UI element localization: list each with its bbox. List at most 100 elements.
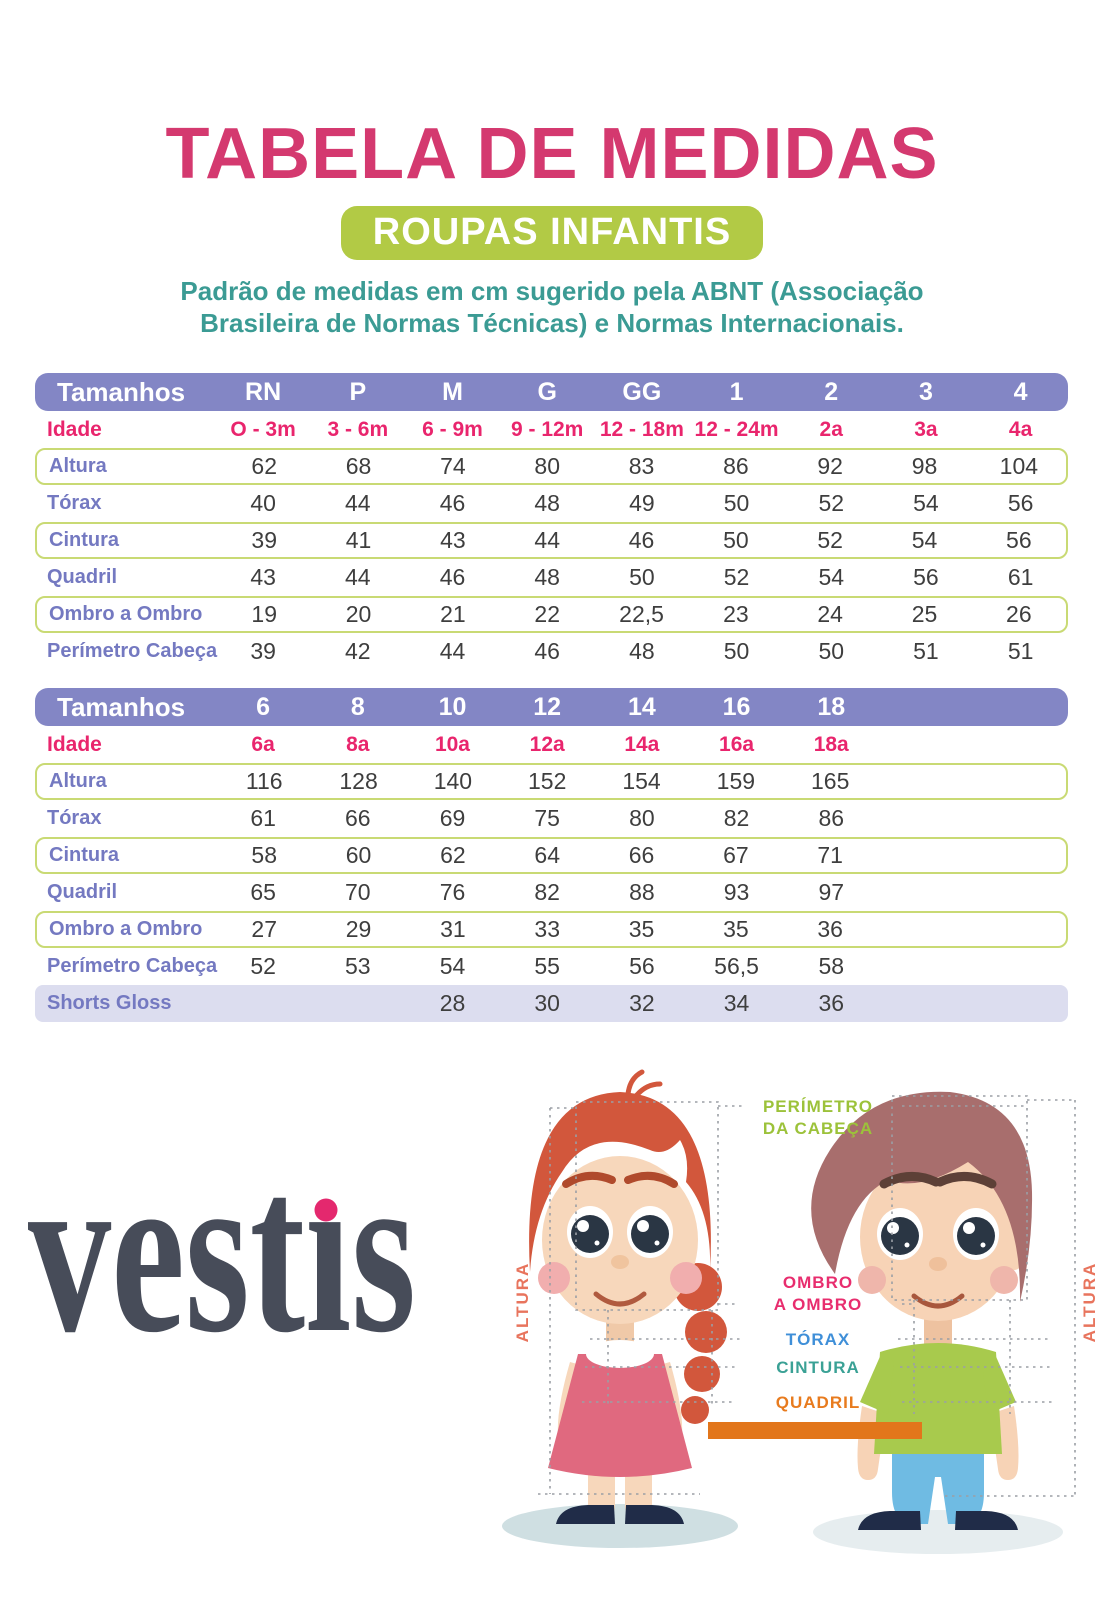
cell: 97	[818, 879, 845, 905]
cell: 54	[439, 953, 466, 979]
cell: 86	[818, 805, 845, 831]
cell: 116	[245, 768, 283, 794]
cell: 50	[723, 638, 750, 664]
measurement-guides	[538, 1095, 1076, 1497]
cell: 58	[251, 842, 278, 868]
cell: 93	[723, 879, 750, 905]
cell: 21	[440, 601, 466, 627]
cell: 56	[1007, 490, 1034, 516]
table-row: Cintura 58 60 62 64 66 67 71	[35, 837, 1068, 874]
cell: 27	[251, 916, 278, 942]
cell: 31	[440, 916, 466, 942]
size-column-header: 1	[729, 377, 744, 406]
table-row: Tórax 61 66 69 75 80 82 86	[35, 800, 1068, 837]
cell: 76	[439, 879, 466, 905]
cell: 66	[628, 842, 655, 868]
cell: 25	[911, 601, 938, 627]
age-cell: 3 - 6m	[327, 417, 389, 441]
cell: 46	[439, 564, 466, 590]
size-column-header: 12	[533, 692, 562, 721]
table-header-label: Tamanhos	[57, 691, 186, 722]
logo-text: vestıs	[28, 1180, 416, 1350]
cell: 50	[818, 638, 845, 664]
row-label: Tórax	[47, 807, 102, 829]
size-table-2: Tamanhos 6 8 10 12 14 16 18 Idade 6a 8a 10a 12a 14a 16…	[35, 688, 1068, 1022]
age-cell: 14a	[624, 732, 660, 756]
cell: 51	[1007, 638, 1034, 664]
cell: 46	[534, 638, 560, 664]
size-column-header: 2	[824, 377, 839, 406]
cell: 48	[534, 564, 560, 590]
table-header-label: Tamanhos	[57, 376, 186, 407]
cell: 43	[250, 564, 276, 590]
cell: 54	[913, 490, 939, 516]
cell: 67	[723, 842, 749, 868]
vestis-logo: vestıs	[28, 1180, 416, 1350]
row-label: Cintura	[49, 844, 119, 866]
age-cell: 12a	[529, 732, 565, 756]
cell: 51	[913, 638, 939, 664]
table-row: Perímetro Cabeça 39 42 44 46 48 50 50 51 51	[35, 633, 1068, 670]
subtitle-line-2: Brasileira de Normas Técnicas) e Normas …	[200, 307, 904, 338]
boy-eyes	[877, 1208, 999, 1260]
cell: 154	[622, 768, 661, 794]
table-row: Shorts Gloss 28 30 32 34 36	[35, 985, 1068, 1022]
cell: 48	[629, 638, 655, 664]
cell: 44	[345, 490, 371, 516]
cell: 36	[817, 916, 843, 942]
row-label: Ombro a Ombro	[49, 918, 203, 940]
cell: 92	[817, 453, 843, 479]
row-label: Cintura	[49, 529, 119, 551]
page-title: TABELA DE MEDIDAS	[165, 114, 939, 194]
table-row: Cintura 39 41 43 44 46 50 52 54 56	[35, 522, 1068, 559]
cell: 83	[628, 453, 655, 479]
cell: 30	[534, 990, 560, 1016]
cell: 44	[534, 527, 560, 553]
cell: 104	[999, 453, 1039, 479]
cell: 33	[534, 916, 560, 942]
cell: 46	[439, 490, 466, 516]
cell: 53	[345, 953, 371, 979]
age-cell: 16a	[719, 732, 755, 756]
size-column-header: 16	[722, 692, 751, 721]
boy-figure	[811, 1091, 1063, 1554]
cell: 20	[345, 601, 372, 627]
cell: 39	[250, 638, 276, 664]
label-ombro-a-ombro-line1: OMBRO	[783, 1273, 853, 1292]
table-row: Quadril 65 70 76 82 88 93 97	[35, 874, 1068, 911]
cell: 19	[251, 601, 278, 627]
age-cell: 10a	[434, 732, 470, 756]
subtitle-line-1: Padrão de medidas em cm sugerido pela AB…	[180, 276, 924, 306]
table-header-row: Tamanhos RN P M G GG 1 2 3 4	[35, 373, 1068, 411]
category-badge: ROUPAS INFANTIS	[340, 206, 764, 260]
cell: 49	[629, 490, 655, 516]
cell: 42	[345, 638, 371, 664]
cell: 50	[723, 490, 750, 516]
girl-eyes	[567, 1206, 673, 1258]
cell: 52	[250, 953, 276, 979]
size-column-header: 10	[438, 692, 467, 721]
cell: 82	[723, 805, 750, 831]
size-column-header: 18	[817, 692, 846, 721]
cell: 71	[817, 842, 843, 868]
cell: 98	[911, 453, 938, 479]
size-column-header: M	[442, 377, 463, 406]
cell: 61	[250, 805, 276, 831]
cell: 65	[250, 879, 276, 905]
cell: 24	[817, 601, 843, 627]
cell: 159	[716, 768, 756, 794]
age-row-label: Idade	[47, 732, 102, 756]
size-table-1: Tamanhos RN P M G GG 1 2 3 4 Idade O - 3m 3 - 6m 6 - …	[35, 373, 1068, 670]
age-cell: 8a	[346, 732, 370, 756]
cell: 80	[534, 453, 560, 479]
size-column-header: 14	[627, 692, 656, 721]
age-cell: 18a	[813, 732, 849, 756]
age-row-label: Idade	[47, 417, 102, 441]
age-cell: 6 - 9m	[422, 417, 483, 441]
cell: 140	[433, 768, 473, 794]
cell: 88	[629, 879, 655, 905]
cell: 52	[818, 490, 845, 516]
label-cintura: CINTURA	[776, 1358, 860, 1377]
size-column-header: 4	[1013, 377, 1028, 406]
cell: 128	[339, 768, 378, 794]
